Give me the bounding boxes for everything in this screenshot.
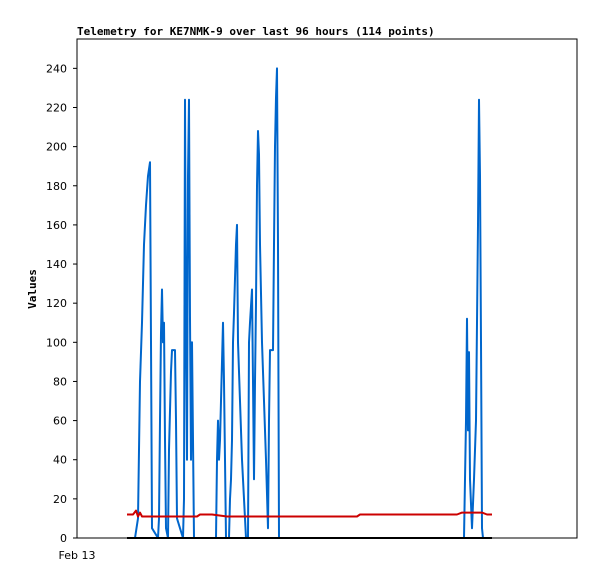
y-tick-label: 240 bbox=[46, 62, 67, 75]
y-tick-label: 80 bbox=[53, 375, 67, 388]
y-axis-label: Values bbox=[26, 269, 39, 309]
y-tick-label: 20 bbox=[53, 493, 67, 506]
y-tick-label: 160 bbox=[46, 219, 67, 232]
y-tick-label: 40 bbox=[53, 454, 67, 467]
y-tick-label: 220 bbox=[46, 101, 67, 114]
y-tick-label: 60 bbox=[53, 415, 67, 428]
x-axis-ticks: Feb 13 bbox=[59, 549, 96, 562]
y-tick-label: 0 bbox=[60, 532, 67, 545]
y-tick-label: 100 bbox=[46, 336, 67, 349]
y-tick-label: 140 bbox=[46, 258, 67, 271]
chart-title: Telemetry for KE7NMK-9 over last 96 hour… bbox=[77, 25, 435, 38]
y-axis-ticks: 0 20 40 60 80 100 120 140 160 180 200 220 240 bbox=[46, 62, 77, 545]
y-tick-label: 200 bbox=[46, 141, 67, 154]
y-tick-label: 180 bbox=[46, 180, 67, 193]
x-tick-label: Feb 13 bbox=[59, 549, 96, 562]
y-tick-label: 120 bbox=[46, 297, 67, 310]
series-line-1 bbox=[127, 509, 492, 518]
series-layer bbox=[127, 67, 492, 539]
